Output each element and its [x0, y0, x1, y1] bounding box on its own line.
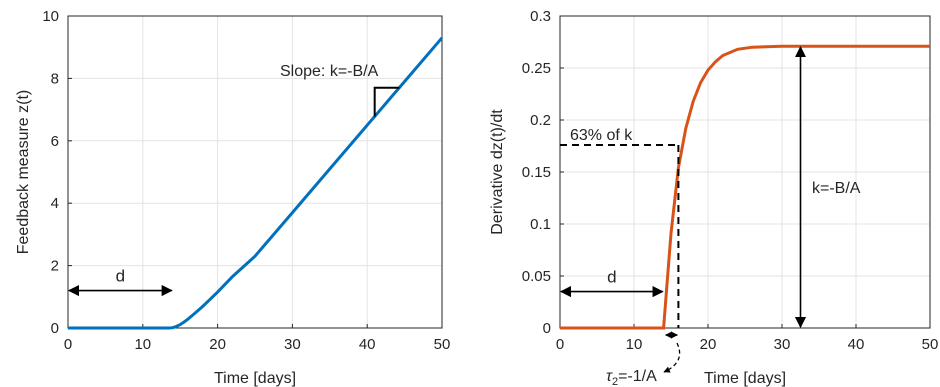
right-delay-label: d: [607, 268, 616, 287]
left-axes-box: [67, 15, 443, 329]
left-y-tick-label: 4: [51, 195, 59, 212]
left-delay-label: d: [116, 267, 125, 286]
tau-rest: =-1/A: [618, 368, 657, 385]
tau-pointer: [663, 342, 681, 373]
slope-label: Slope: k=-B/A: [280, 63, 379, 80]
right-x-tick-label: 50: [922, 336, 939, 353]
right-y-tick-label: 0.1: [530, 216, 551, 233]
right-x-tick-label: 40: [848, 336, 865, 353]
left-x-tick-label: 20: [209, 336, 226, 353]
right-y-tick-label: 0.2: [530, 112, 551, 129]
right-y-tick-label: 0.3: [530, 8, 551, 25]
right-ticks: 0 10 20 30 40 50 0 0.05 0.1 0.15 0.2 0.25 0.3: [522, 8, 939, 353]
left-y-tick-label: 2: [51, 258, 59, 275]
k-label: k=-B/A: [812, 180, 861, 197]
left-grid: [68, 16, 442, 328]
left-x-axis-label: Time [days]: [214, 370, 296, 387]
left-chart: 0 10 20 30 40 50 0 2 4 6 8 10 d Slope: k=-B/A Time …: [15, 8, 450, 387]
tau-symbol: τ: [606, 368, 613, 385]
left-ticks: 0 10 20 30 40 50 0 2 4 6 8 10: [42, 8, 450, 353]
right-grid: [560, 16, 930, 328]
right-x-tick-label: 30: [774, 336, 791, 353]
right-x-tick-label: 20: [700, 336, 717, 353]
right-y-axis-label: Derivative dz(t)/dt: [489, 109, 506, 235]
left-x-tick-label: 40: [359, 336, 376, 353]
left-x-tick-label: 30: [284, 336, 301, 353]
right-chart: 0 10 20 30 40 50 0 0.05 0.1 0.15 0.2 0.25 0.3 63% of…: [489, 8, 938, 387]
tau-subscript: 2: [612, 376, 618, 387]
right-x-axis-label: Time [days]: [704, 370, 786, 387]
left-y-tick-label: 0: [51, 320, 59, 337]
left-y-axis-label: Feedback measure z(t): [15, 90, 32, 255]
pct-label: 63% of k: [570, 127, 633, 144]
left-y-tick-label: 8: [51, 70, 59, 87]
right-series-line: [560, 44, 930, 330]
right-y-tick-label: 0: [543, 320, 551, 337]
right-x-tick-label: 0: [556, 336, 564, 353]
right-y-tick-label: 0.05: [522, 268, 551, 285]
slope-triangle: [373, 86, 400, 117]
left-x-tick-label: 10: [134, 336, 151, 353]
right-y-tick-label: 0.25: [522, 60, 551, 77]
left-y-tick-label: 10: [42, 8, 59, 25]
left-y-tick-label: 6: [51, 133, 59, 150]
left-x-tick-label: 50: [434, 336, 451, 353]
left-x-tick-label: 0: [64, 336, 72, 353]
left-series-line: [68, 36, 444, 330]
right-y-tick-label: 0.15: [522, 164, 551, 181]
right-x-tick-label: 10: [626, 336, 643, 353]
tau-label: τ2=-1/A: [606, 368, 657, 387]
